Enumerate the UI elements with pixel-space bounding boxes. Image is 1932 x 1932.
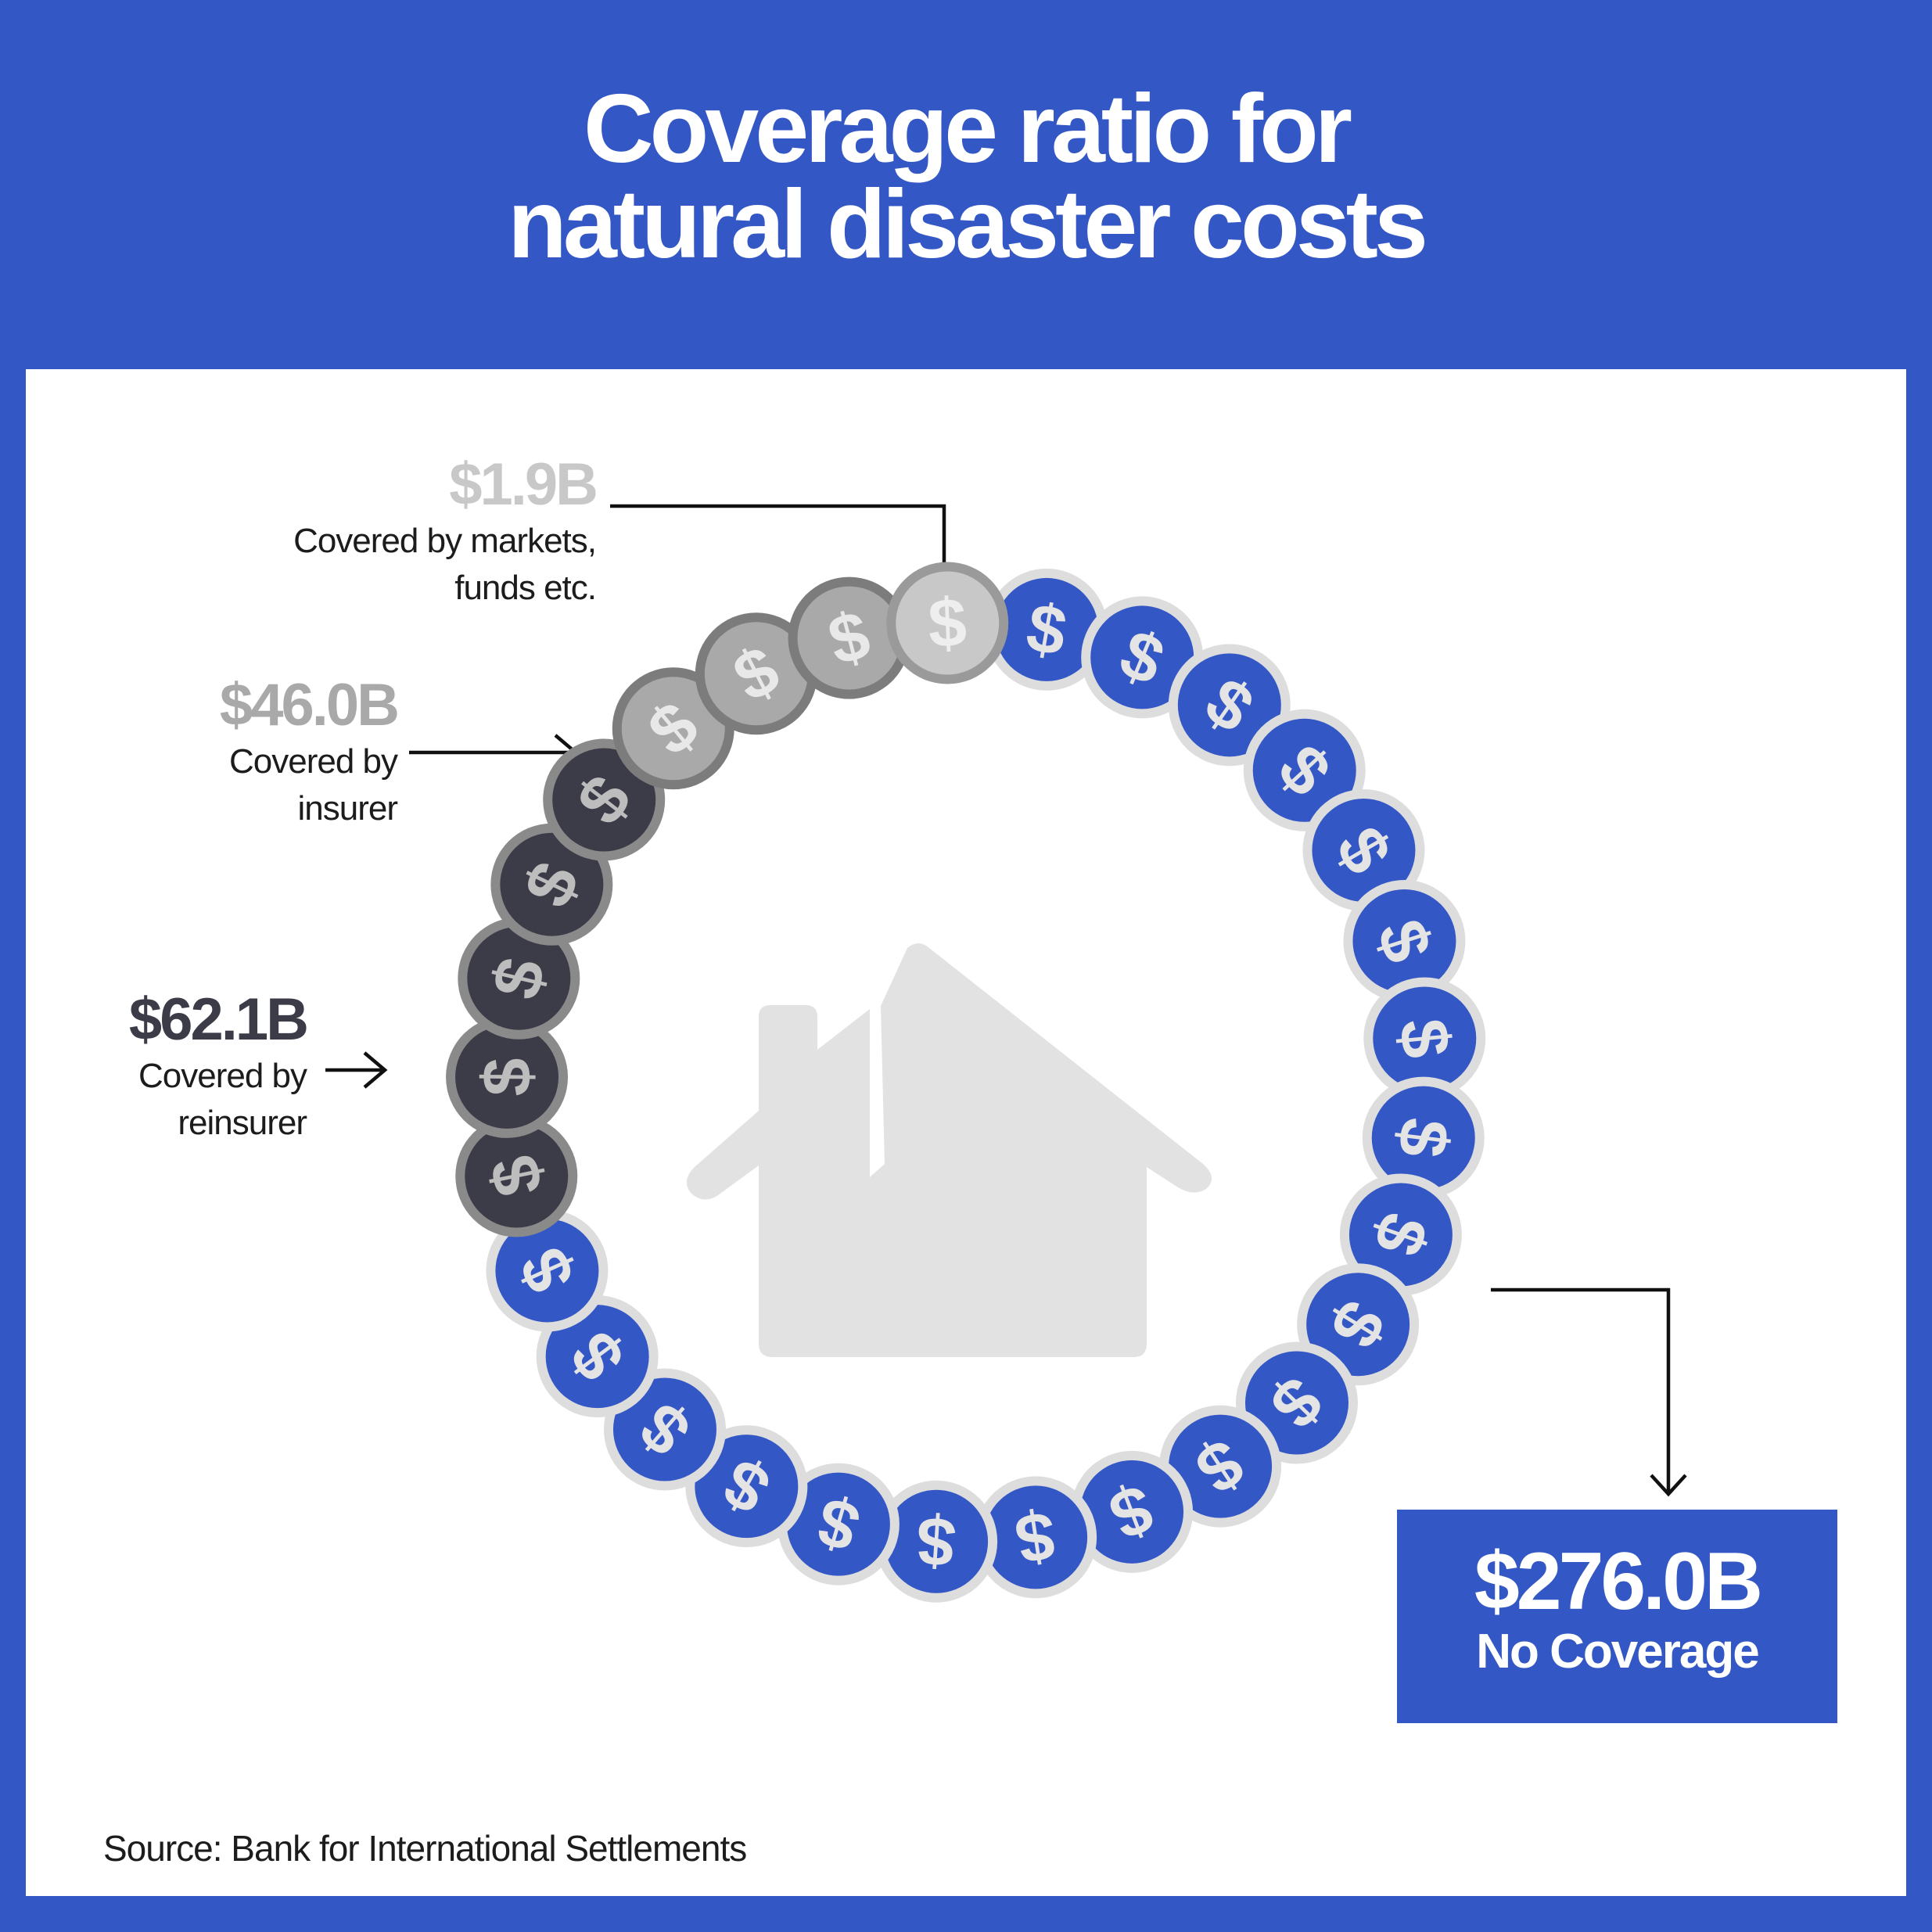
markets-desc-line-1: Covered by markets, [293, 522, 597, 560]
markets-label: $1.9B Covered by markets, funds etc. [48, 451, 598, 612]
markets-desc-line-2: funds etc. [454, 569, 597, 607]
coin-face [495, 1219, 599, 1323]
coin-face [1352, 889, 1456, 993]
coin-face [1373, 986, 1477, 1090]
coin-face [984, 1485, 1088, 1589]
coin-face [885, 1489, 989, 1593]
coin-face [552, 748, 656, 852]
no-coverage-connector-line [1491, 1287, 1671, 1492]
coin-face [786, 1472, 890, 1576]
coin-face [1312, 798, 1416, 902]
coin-face [1080, 1460, 1184, 1564]
coin-reinsurer: $ [455, 1115, 578, 1237]
coin-face [1348, 1183, 1453, 1287]
coin-face [1177, 653, 1281, 757]
coin-reinsurer: $ [458, 917, 580, 1040]
coin-face [1169, 1414, 1273, 1518]
dollar-sign-icon: $ [1383, 1114, 1464, 1161]
dollar-sign-icon: $ [468, 1058, 546, 1097]
coin-no-coverage: $ [1081, 596, 1204, 719]
insurer-desc-line-2: insurer [297, 789, 399, 828]
reinsurer-label: $62.1B Covered by reinsurer [0, 986, 309, 1147]
chart-title: Coverage ratio for natural disaster cost… [184, 75, 1748, 278]
no-coverage-arrowhead [1650, 1474, 1687, 1497]
coin-face [612, 1377, 716, 1481]
coin-no-coverage: $ [1302, 788, 1425, 911]
coin-no-coverage: $ [1243, 709, 1366, 831]
reinsurer-arrowhead [363, 1051, 388, 1089]
coin-face [995, 577, 1099, 681]
coin-face [621, 677, 725, 781]
coin-no-coverage: $ [777, 1463, 900, 1585]
coin-markets: $ [886, 562, 1009, 684]
reinsurer-amount: $62.1B [128, 986, 309, 1053]
coin-face [1244, 1351, 1348, 1455]
coin-reinsurer: $ [446, 1015, 569, 1138]
coin-no-coverage: $ [603, 1368, 726, 1491]
coin-no-coverage: $ [1343, 879, 1466, 1002]
coin-face [1090, 605, 1194, 709]
coin-no-coverage: $ [986, 568, 1108, 691]
dollar-sign-icon: $ [914, 1502, 957, 1582]
coin-ring: $ $$$$$$$$$$$$$$$$$$$$$$$$$$ $ $ [446, 562, 1486, 1603]
no-coverage-label: No Coverage [1476, 1625, 1759, 1679]
coin-no-coverage: $ [486, 1209, 609, 1332]
coin-no-coverage: $ [875, 1480, 998, 1603]
coin-no-coverage: $ [1362, 1076, 1485, 1199]
coin-face [695, 1435, 799, 1539]
insurer-amount: $46.0B [219, 672, 400, 738]
coin-face [1306, 1273, 1410, 1377]
coin-no-coverage: $ [975, 1476, 1097, 1599]
coin-insurer: $ [788, 576, 910, 699]
coin-no-coverage: $ [1071, 1450, 1194, 1573]
reinsurer-desc-line-1: Covered by [138, 1057, 307, 1095]
coin-face [1371, 1086, 1475, 1190]
source-note: Source: Bank for International Settlemen… [103, 1828, 747, 1869]
coin-face [896, 571, 1000, 675]
dollar-sign-icon: $ [1384, 1015, 1465, 1061]
no-coverage-amount: $276.0B [1474, 1536, 1763, 1627]
header-banner: Coverage ratio for natural disaster cost… [0, 0, 1932, 368]
house-damage-icon [686, 943, 1212, 1357]
coin-face [545, 1305, 649, 1409]
coin-face [704, 622, 808, 726]
coin-face [1252, 718, 1356, 822]
dollar-sign-icon: $ [927, 584, 968, 663]
coin-no-coverage: $ [1363, 977, 1486, 1100]
reinsurer-desc-line-2: reinsurer [178, 1104, 307, 1142]
insurer-desc-line-1: Covered by [228, 742, 398, 781]
coin-insurer: $ [695, 612, 817, 735]
insurer-label: $46.0B Covered by insurer [0, 672, 400, 832]
title-line-1: Coverage ratio for [583, 75, 1352, 183]
coin-face [465, 1124, 569, 1228]
markets-amount: $1.9B [449, 451, 598, 518]
title-line-2: natural disaster costs [508, 171, 1428, 278]
coin-face [797, 586, 901, 690]
no-coverage-box: $276.0B No Coverage [1397, 1510, 1837, 1723]
coin-face [455, 1025, 559, 1129]
coin-face [467, 926, 571, 1030]
coin-face [500, 832, 604, 936]
